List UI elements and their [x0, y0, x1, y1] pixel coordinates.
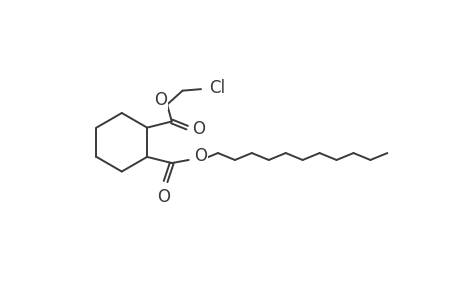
Text: Cl: Cl	[208, 79, 224, 97]
Text: O: O	[153, 91, 166, 109]
Text: O: O	[192, 120, 205, 138]
Text: O: O	[157, 188, 170, 206]
Text: O: O	[194, 147, 207, 165]
